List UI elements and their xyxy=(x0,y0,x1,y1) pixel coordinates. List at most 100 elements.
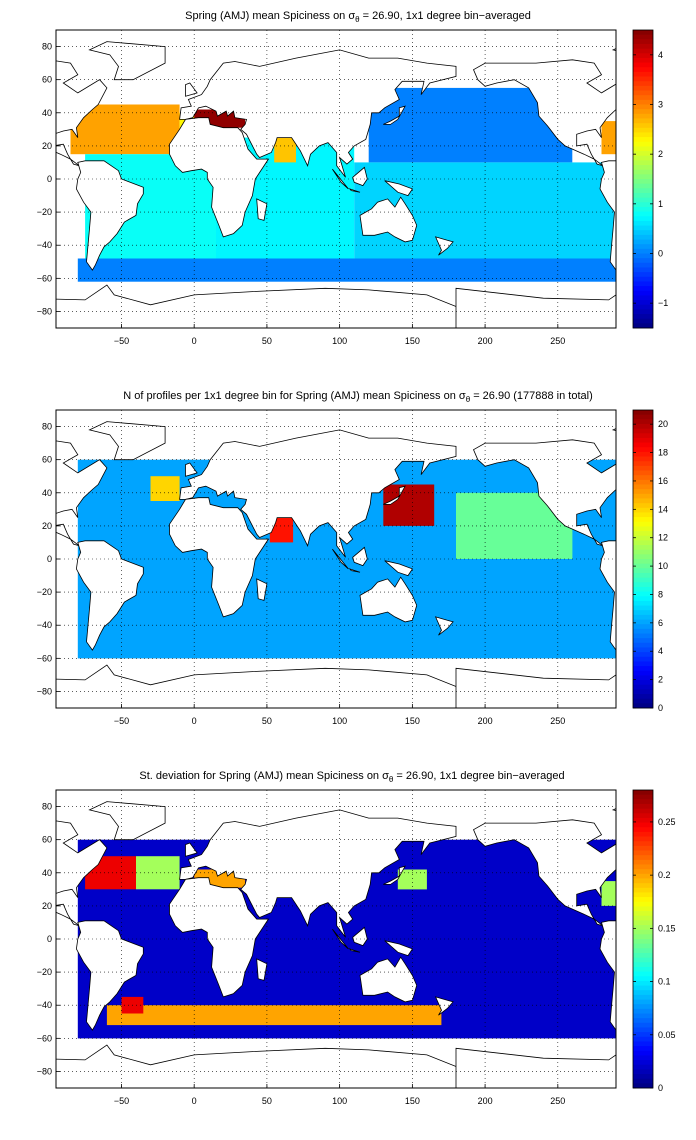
colorbar-step xyxy=(633,146,653,152)
colorbar-frame xyxy=(632,29,654,329)
x-tick-label: 250 xyxy=(550,336,565,346)
colorbar-step xyxy=(633,957,653,963)
panel-mean-spiciness: Spring (AMJ) mean Spiciness on σθ = 26.9… xyxy=(37,10,669,346)
colorbar-step xyxy=(633,484,653,490)
colorbar-step xyxy=(633,160,653,166)
colorbar-step xyxy=(633,1055,653,1061)
colorbar-step xyxy=(633,1083,653,1089)
colorbar-step xyxy=(633,521,653,527)
colorbar-step xyxy=(633,980,653,986)
colorbar-step xyxy=(633,248,653,254)
colorbar-step xyxy=(633,535,653,541)
colorbar-step xyxy=(633,272,653,278)
colorbar-step xyxy=(633,512,653,518)
colorbar-step xyxy=(633,836,653,842)
x-tick-label: 150 xyxy=(405,716,420,726)
colorbar-step xyxy=(633,920,653,926)
colorbar: 0.25 0.2 0.15 0.1 0.05 0 xyxy=(632,789,676,1093)
y-tick-label: 20 xyxy=(42,521,52,531)
colorbar-step xyxy=(633,132,653,138)
colorbar-step xyxy=(633,915,653,921)
colorbar-tick-label: 0 xyxy=(658,249,663,259)
colorbar-tick-label: 20 xyxy=(658,419,668,429)
colorbar-step xyxy=(633,118,653,124)
land-outline xyxy=(88,421,166,461)
land-outline xyxy=(185,82,198,97)
colorbar-step xyxy=(633,165,653,171)
colorbar-step xyxy=(633,799,653,805)
colorbar-step xyxy=(633,475,653,481)
colorbar-step xyxy=(633,489,653,495)
land-outline xyxy=(185,462,198,477)
colorbar-step xyxy=(633,642,653,648)
colorbar-step xyxy=(633,414,653,420)
colorbar-step xyxy=(633,1064,653,1070)
colorbar-step xyxy=(633,197,653,203)
y-axis-ticks: 80 60 40 20 0 −20 −40 −60 −80 xyxy=(37,422,60,696)
colorbar-step xyxy=(633,151,653,157)
land-outline xyxy=(169,117,270,238)
land-outline xyxy=(611,808,616,812)
colorbar-step xyxy=(633,1008,653,1014)
colorbar-step xyxy=(633,883,653,889)
colorbar-step xyxy=(633,155,653,161)
land-outline xyxy=(88,801,166,841)
colorbar-step xyxy=(633,689,653,695)
colorbar-step xyxy=(633,295,653,301)
colorbar-step xyxy=(633,628,653,634)
colorbar-step xyxy=(633,605,653,611)
colorbar-step xyxy=(633,211,653,217)
heatmap-region xyxy=(601,881,616,906)
panel-std-deviation: St. deviation for Spring (AMJ) mean Spic… xyxy=(37,770,676,1106)
colorbar-step xyxy=(633,703,653,709)
y-tick-label: 80 xyxy=(42,802,52,812)
colorbar-tick-label: 10 xyxy=(658,561,668,571)
colorbar-step xyxy=(633,600,653,606)
colorbar-step xyxy=(633,638,653,644)
colorbar-step xyxy=(633,276,653,282)
land-outline xyxy=(359,956,418,1003)
x-tick-label: 100 xyxy=(332,716,347,726)
colorbar-step xyxy=(633,1004,653,1010)
colorbar-tick-label: 6 xyxy=(658,618,663,628)
colorbar-step xyxy=(633,873,653,879)
colorbar-step xyxy=(633,428,653,434)
land-outline xyxy=(611,428,616,432)
colorbar-step xyxy=(633,596,653,602)
y-tick-label: −20 xyxy=(37,587,52,597)
x-tick-label: 200 xyxy=(478,336,493,346)
colorbar-step xyxy=(633,934,653,940)
land-outline xyxy=(434,236,454,256)
colorbar-tick-label: 4 xyxy=(658,646,663,656)
y-tick-label: 0 xyxy=(47,174,52,184)
land-outline xyxy=(384,560,414,577)
land-outline xyxy=(383,865,406,885)
x-tick-label: 50 xyxy=(262,1096,272,1106)
colorbar-step xyxy=(633,577,653,583)
land-outline xyxy=(455,667,616,708)
land-outline xyxy=(352,926,368,947)
colorbar-step xyxy=(633,1013,653,1019)
heatmap-region xyxy=(397,869,427,890)
colorbar-step xyxy=(633,694,653,700)
colorbar-step xyxy=(633,790,653,796)
colorbar-step xyxy=(633,822,653,828)
colorbar-step xyxy=(633,225,653,231)
colorbar-step xyxy=(633,545,653,551)
grid-lines xyxy=(56,790,616,1088)
colorbar-step xyxy=(633,859,653,865)
colorbar-step xyxy=(633,906,653,912)
land-outline xyxy=(611,48,616,52)
heatmap-region xyxy=(150,476,180,501)
colorbar-step xyxy=(633,684,653,690)
x-tick-label: 250 xyxy=(550,716,565,726)
y-tick-label: 40 xyxy=(42,488,52,498)
colorbar-step xyxy=(633,262,653,268)
colorbar-tick-label: 3 xyxy=(658,100,663,110)
panel-title: Spring (AMJ) mean Spiciness on σθ = 26.9… xyxy=(185,10,531,24)
colorbar-tick-label: −1 xyxy=(658,298,668,308)
y-tick-label: −80 xyxy=(37,1066,52,1076)
colorbar-step xyxy=(633,948,653,954)
land-outline xyxy=(256,198,268,221)
